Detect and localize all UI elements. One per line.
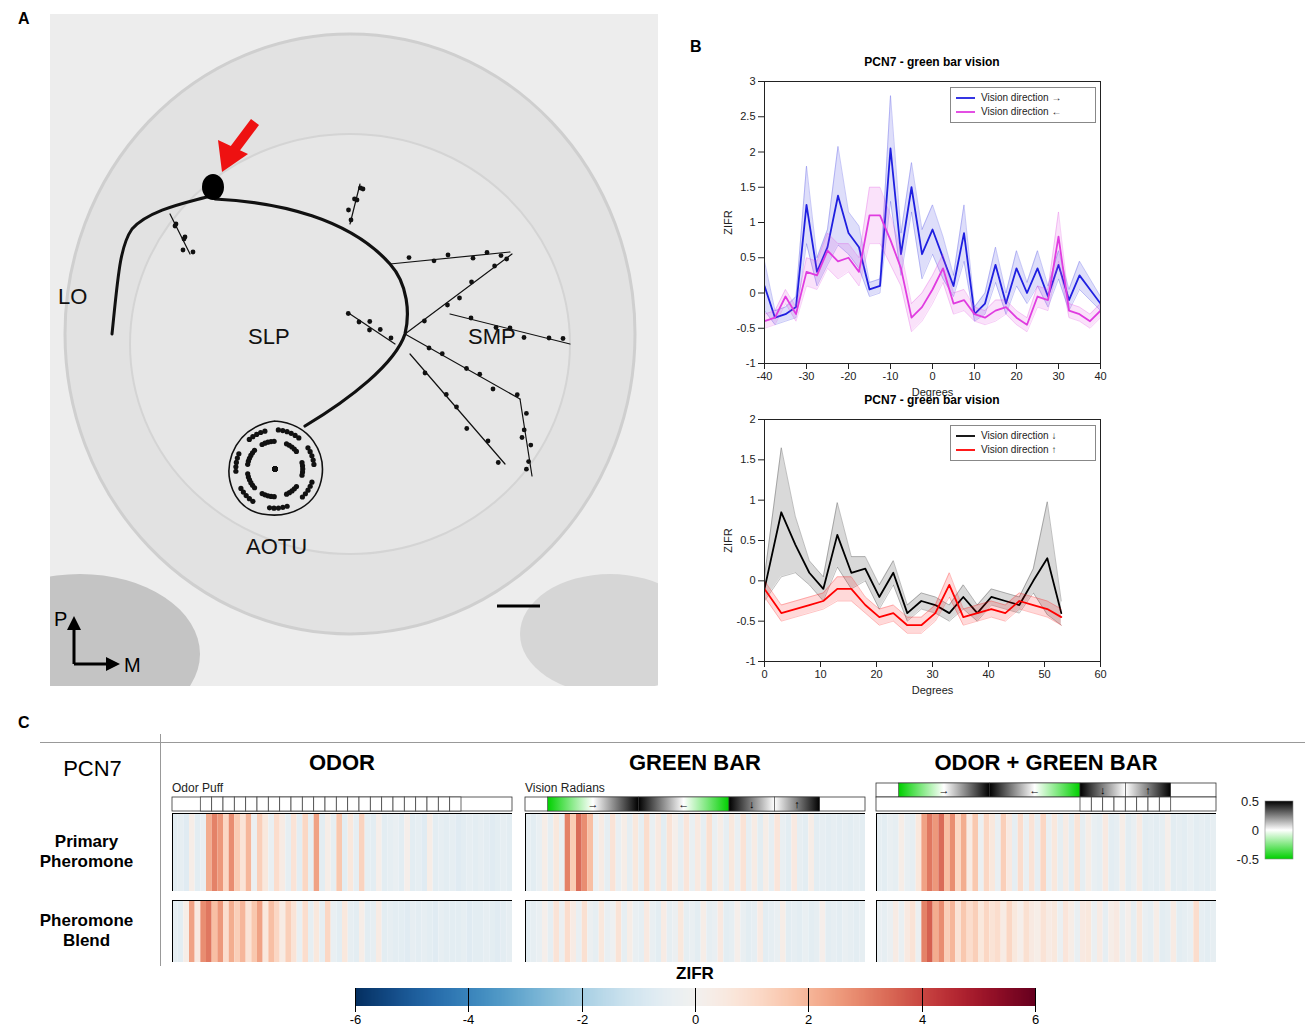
svg-text:-0.5: -0.5 xyxy=(737,322,756,334)
svg-text:1.5: 1.5 xyxy=(740,181,755,193)
svg-text:↓: ↓ xyxy=(1100,784,1106,796)
svg-text:3: 3 xyxy=(749,75,755,87)
svg-text:-1: -1 xyxy=(746,655,756,667)
svg-text:-30: -30 xyxy=(799,370,815,382)
svg-text:P: P xyxy=(54,608,67,630)
svg-text:1.5: 1.5 xyxy=(740,453,755,465)
svg-text:Degrees: Degrees xyxy=(912,684,954,696)
svg-text:-10: -10 xyxy=(883,370,899,382)
svg-text:2.5: 2.5 xyxy=(740,110,755,122)
svg-text:M: M xyxy=(124,654,141,676)
svg-text:-40: -40 xyxy=(757,370,773,382)
svg-text:30: 30 xyxy=(926,668,938,680)
svg-text:AOTU: AOTU xyxy=(246,534,307,559)
svg-text:←: ← xyxy=(678,798,689,810)
svg-text:SMP: SMP xyxy=(468,324,516,349)
svg-text:0: 0 xyxy=(692,1012,699,1027)
svg-text:-20: -20 xyxy=(841,370,857,382)
svg-text:SLP: SLP xyxy=(248,324,290,349)
svg-text:0.5: 0.5 xyxy=(740,534,755,546)
svg-text:2: 2 xyxy=(749,413,755,425)
svg-text:50: 50 xyxy=(1038,668,1050,680)
svg-text:LO: LO xyxy=(58,284,87,309)
svg-text:1: 1 xyxy=(749,494,755,506)
svg-text:-4: -4 xyxy=(463,1012,475,1027)
svg-text:-2: -2 xyxy=(577,1012,589,1027)
svg-text:↓: ↓ xyxy=(749,798,755,810)
svg-text:-1: -1 xyxy=(746,357,756,369)
svg-text:0: 0 xyxy=(761,668,767,680)
svg-text:ZIFR: ZIFR xyxy=(722,528,734,552)
svg-text:-0.5: -0.5 xyxy=(737,615,756,627)
svg-text:-0.5: -0.5 xyxy=(1237,852,1259,867)
svg-text:0.5: 0.5 xyxy=(1241,795,1259,809)
svg-text:↑: ↑ xyxy=(1145,784,1151,796)
svg-text:10: 10 xyxy=(814,668,826,680)
svg-text:10: 10 xyxy=(968,370,980,382)
svg-text:←: ← xyxy=(1029,784,1040,796)
svg-text:40: 40 xyxy=(1094,370,1106,382)
svg-text:2: 2 xyxy=(749,146,755,158)
svg-text:0: 0 xyxy=(1252,823,1259,838)
svg-text:4: 4 xyxy=(919,1012,926,1027)
svg-text:-6: -6 xyxy=(350,1012,362,1027)
svg-text:0: 0 xyxy=(749,287,755,299)
svg-text:→: → xyxy=(939,784,950,796)
svg-text:40: 40 xyxy=(982,668,994,680)
svg-text:20: 20 xyxy=(1010,370,1022,382)
svg-text:→: → xyxy=(588,798,599,810)
svg-text:1: 1 xyxy=(749,216,755,228)
svg-text:0: 0 xyxy=(749,574,755,586)
svg-text:ZIFR: ZIFR xyxy=(722,210,734,234)
svg-text:2: 2 xyxy=(805,1012,812,1027)
svg-text:6: 6 xyxy=(1032,1012,1039,1027)
svg-text:0: 0 xyxy=(929,370,935,382)
svg-text:30: 30 xyxy=(1052,370,1064,382)
svg-text:↑: ↑ xyxy=(794,798,800,810)
svg-text:20: 20 xyxy=(870,668,882,680)
svg-text:60: 60 xyxy=(1094,668,1106,680)
svg-text:0.5: 0.5 xyxy=(740,251,755,263)
